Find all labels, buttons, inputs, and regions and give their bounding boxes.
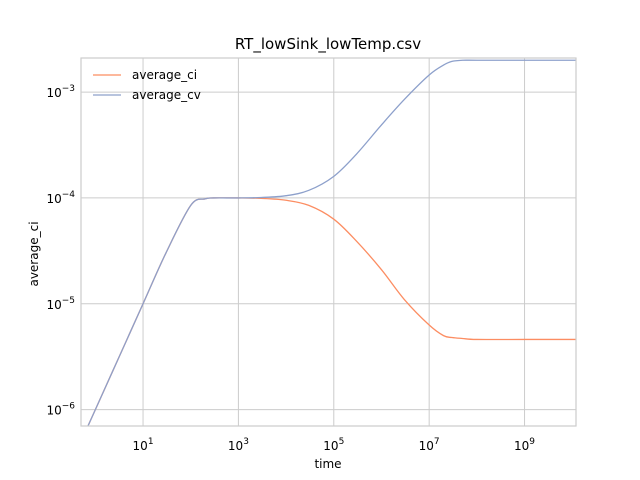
x-tick-label: 109 (514, 437, 535, 453)
y-axis-ticks: 10−6 10−5 10−4 10−3 (46, 84, 75, 418)
legend: average_ci average_cv (93, 68, 201, 102)
x-tick-label: 107 (419, 437, 440, 453)
y-tick-label: 10−5 (46, 296, 75, 312)
x-tick-label: 103 (228, 437, 249, 453)
grid (81, 58, 576, 426)
x-axis-label: time (314, 457, 341, 471)
y-tick-label: 10−4 (46, 190, 75, 206)
legend-label: average_ci (132, 68, 197, 82)
x-tick-label: 101 (133, 437, 154, 453)
y-axis-label: average_ci (27, 221, 41, 286)
series-layer (87, 59, 576, 426)
x-axis-ticks: 101 103 105 107 109 (133, 437, 536, 453)
legend-label: average_cv (132, 88, 201, 102)
y-tick-label: 10−3 (46, 84, 75, 100)
x-tick-label: 105 (323, 437, 344, 453)
series-line-average-cv (87, 59, 576, 426)
chart-title: RT_lowSink_lowTemp.csv (235, 35, 421, 54)
y-tick-label: 10−6 (46, 402, 75, 418)
plot-frame (80, 57, 577, 427)
